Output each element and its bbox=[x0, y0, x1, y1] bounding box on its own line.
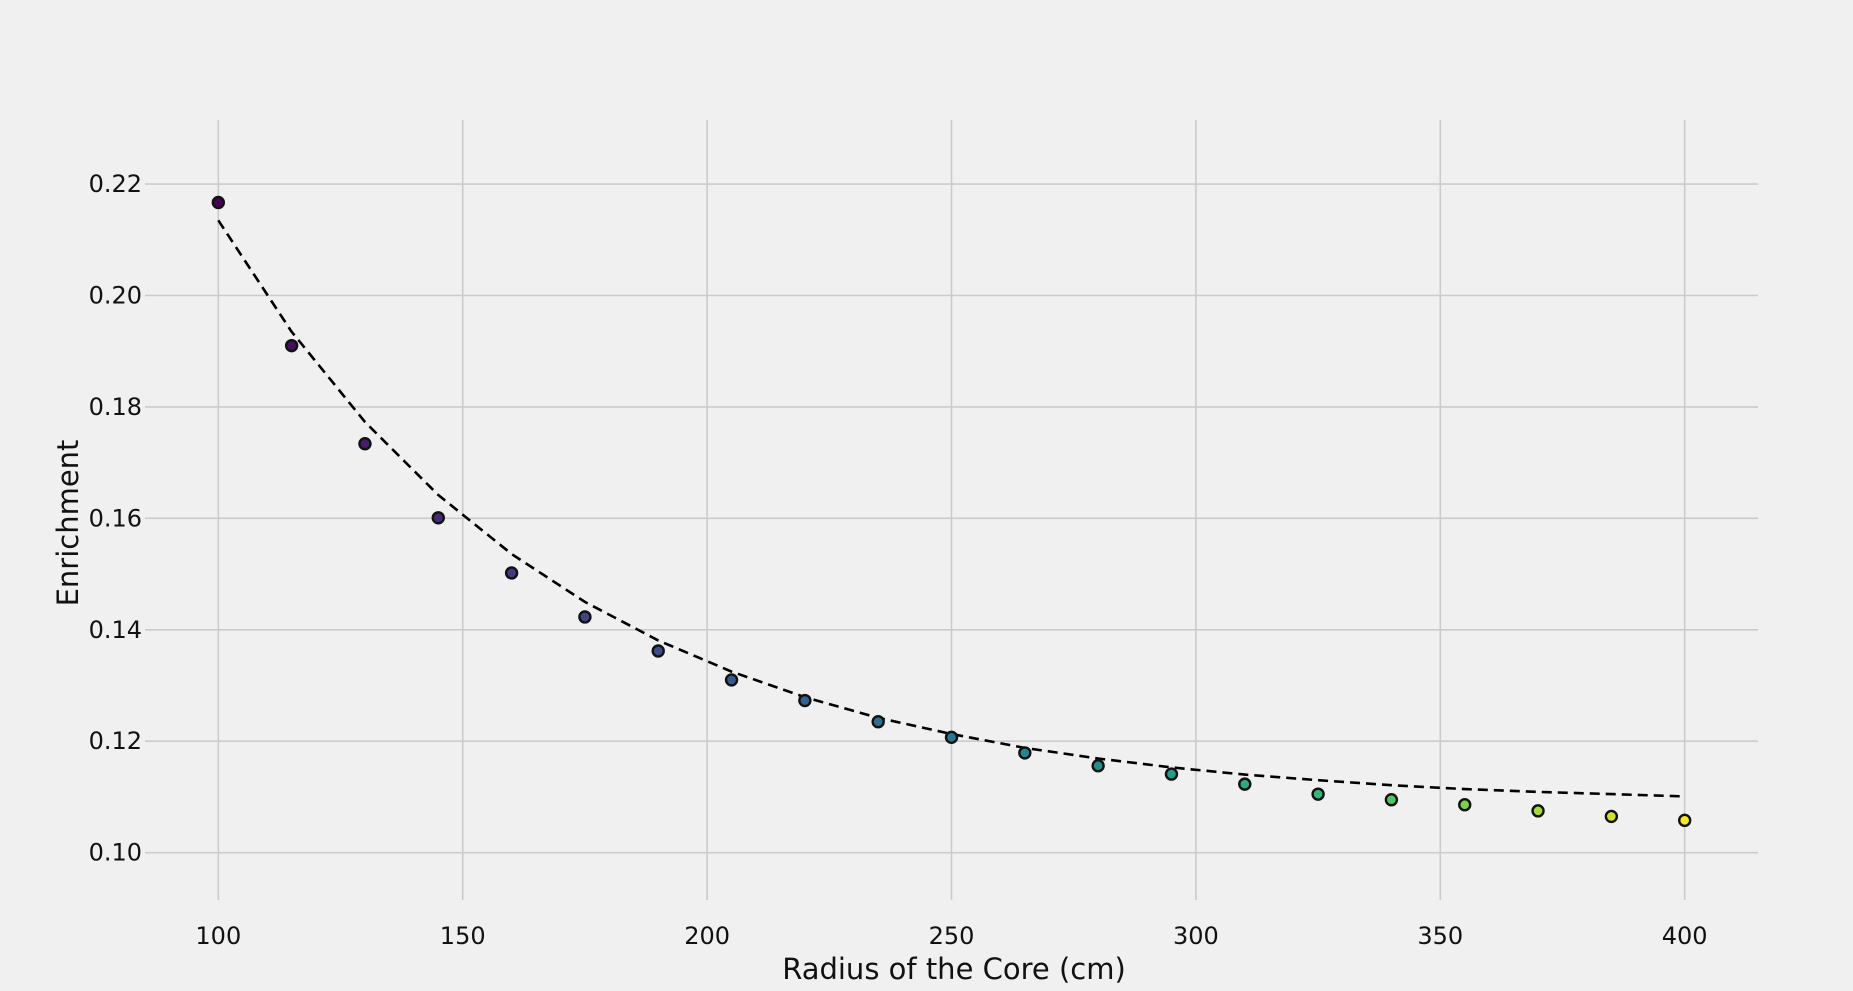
data-point bbox=[871, 715, 885, 729]
y-axis-label: Enrichment bbox=[51, 440, 85, 607]
y-tick-label: 0.22 bbox=[89, 170, 142, 198]
data-point bbox=[431, 511, 445, 525]
data-point bbox=[1091, 759, 1105, 773]
y-tick-label: 0.20 bbox=[89, 282, 142, 310]
data-point bbox=[1677, 813, 1692, 828]
x-tick-labels: 100 150 200 250 300 350 400 bbox=[195, 922, 1707, 950]
y-tick-label: 0.16 bbox=[89, 504, 142, 532]
data-point bbox=[724, 673, 739, 687]
y-tick-labels: 0.10 0.12 0.14 0.16 0.18 0.20 0.22 bbox=[89, 170, 142, 867]
x-tick-label: 250 bbox=[929, 922, 975, 950]
x-tick-label: 350 bbox=[1417, 922, 1463, 950]
y-tick-label: 0.12 bbox=[89, 727, 142, 755]
x-tick-label: 200 bbox=[684, 922, 730, 950]
data-point bbox=[1311, 787, 1325, 801]
x-tick-label: 100 bbox=[195, 922, 241, 950]
data-point bbox=[1164, 767, 1179, 781]
data-point bbox=[944, 730, 959, 745]
data-point bbox=[1531, 804, 1545, 818]
data-point bbox=[1384, 793, 1399, 807]
data-points bbox=[211, 195, 1692, 828]
data-point bbox=[358, 437, 372, 451]
y-tick-label: 0.10 bbox=[89, 839, 142, 867]
data-point bbox=[798, 693, 812, 708]
x-tick-label: 400 bbox=[1662, 922, 1708, 950]
data-point bbox=[211, 195, 226, 210]
data-point bbox=[1458, 798, 1472, 812]
fit-curve-line bbox=[217, 219, 1685, 798]
x-grid bbox=[217, 120, 1686, 900]
y-tick-label: 0.18 bbox=[89, 393, 142, 421]
data-point bbox=[284, 338, 299, 353]
data-point bbox=[578, 610, 592, 624]
x-tick-label: 300 bbox=[1173, 922, 1219, 950]
x-axis-label: Radius of the Core (cm) bbox=[782, 952, 1126, 986]
y-tick-label: 0.14 bbox=[89, 616, 142, 644]
x-tick-label: 150 bbox=[440, 922, 486, 950]
data-point bbox=[651, 644, 665, 658]
data-point bbox=[1604, 809, 1619, 824]
data-point bbox=[1018, 746, 1032, 760]
data-point bbox=[504, 566, 519, 580]
data-point bbox=[1238, 777, 1252, 791]
